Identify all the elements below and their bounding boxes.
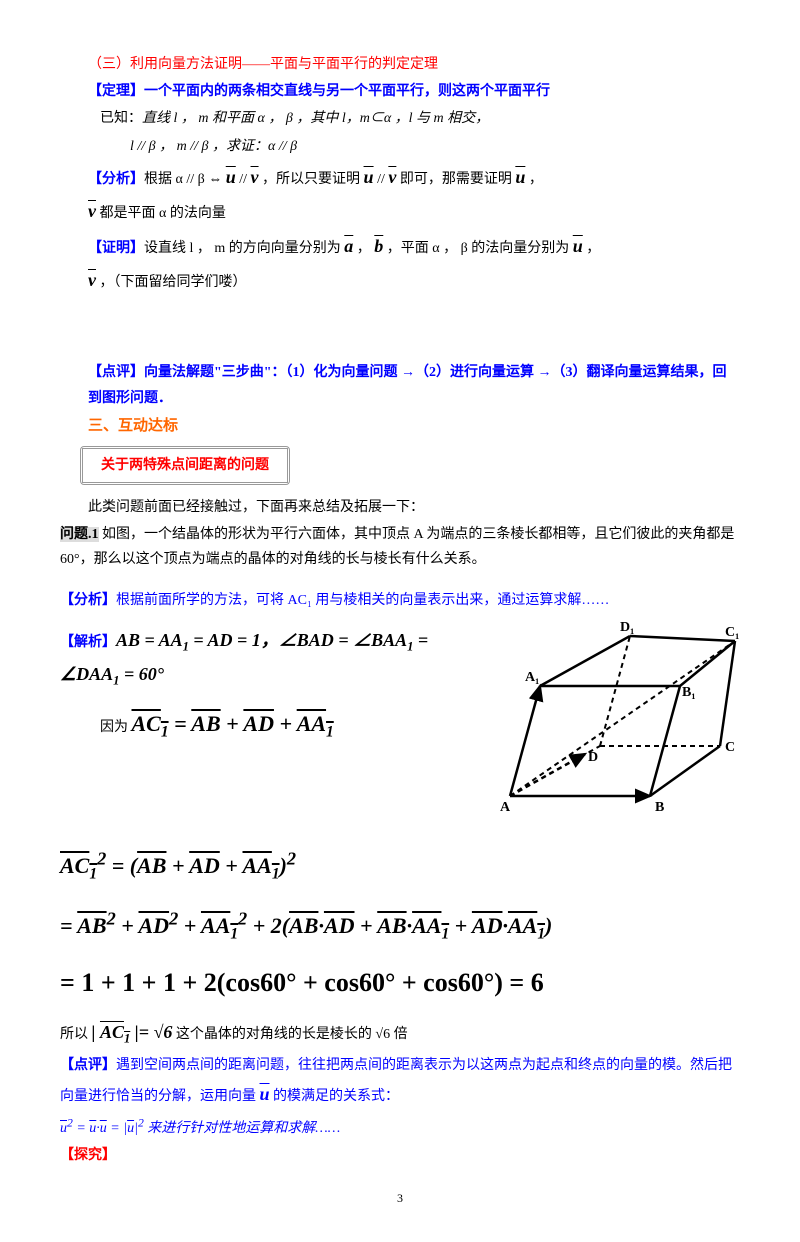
analysis-line2-text: 都是平面 α 的法向量 [96, 206, 226, 221]
vec-v3: v [88, 201, 96, 221]
eq3: AC12 = (AB + AD + AA1)2 [60, 853, 296, 878]
intro-text: 此类问题前面已经接触过，下面再来总结及拓展一下： [88, 500, 424, 515]
label-A1: A₁ [525, 670, 539, 685]
known-line2: l // β ， m // β ，求证：α // β [130, 139, 297, 154]
page-number: 3 [60, 1188, 740, 1210]
label-B: B [655, 800, 664, 815]
vec-u2: u [364, 167, 374, 187]
vec-v4: v [88, 270, 96, 290]
vec-v: v [251, 167, 259, 187]
result-pre: 所以 [60, 1027, 92, 1042]
problem-text1: 如图，一个结晶体的形状为平行六面体，其中顶点 A 为端点的三条棱长都相等，且它们… [60, 527, 734, 567]
proof-label: 【证明】 [88, 241, 144, 256]
vec-u5: u [260, 1084, 270, 1104]
topic-box: 关于两特殊点间距离的问题 [80, 446, 290, 485]
analysis-text4: // [374, 172, 389, 187]
parallelepiped-diagram: A B C D A₁ B₁ C₁ D₁ [470, 616, 740, 816]
label-C: C [725, 740, 735, 755]
label-C1: C₁ [725, 625, 739, 640]
label-D1: D₁ [620, 620, 634, 635]
analysis-text1: 根据 α // β ⇔ [144, 172, 226, 187]
analysis-text3: ，所以只要证明 [259, 172, 364, 187]
analysis-text6: ， [525, 172, 543, 187]
problem-label: 问题.1 [60, 527, 99, 542]
explore-label: 【探究】 [60, 1148, 116, 1163]
solution-label: 【解析】 [60, 635, 116, 650]
eq2: AC1 = AB + AD + AA1 [132, 711, 334, 736]
comment2-text2: 的模满足的关系式： [270, 1089, 400, 1104]
vec-u3: u [515, 167, 525, 187]
known-label: 已知： [100, 111, 142, 126]
result-eq: | AC1 |= √6 [92, 1022, 173, 1042]
comment-text: 向量法解题"三步曲"：（1）化为向量问题 →（2）进行向量运算 →（3）翻译向量… [88, 365, 727, 405]
proof-line2: ，（下面留给同学们喽） [96, 275, 247, 290]
heading-3: （三）利用向量方法证明——平面与平面平行的判定定理 [88, 57, 438, 72]
topic-box-text: 关于两特殊点间距离的问题 [82, 448, 288, 483]
vec-u4: u [573, 236, 583, 256]
eq5: = 1 + 1 + 1 + 2(cos60° + cos60° + cos60°… [60, 968, 544, 997]
eq2-pre: 因为 [100, 720, 132, 735]
analysis2-label: 【分析】 [60, 593, 116, 608]
analysis-text2: // [236, 172, 251, 187]
proof-text2: ， [353, 241, 374, 256]
vec-u: u [226, 167, 236, 187]
result-post: 这个晶体的对角线的长是棱长的 √6 倍 [172, 1027, 407, 1042]
proof-text3: ，平面 α ， β 的法向量分别为 [383, 241, 572, 256]
known-text: 直线 l ， m 和平面 α ， β ，其中 l，m⊂α ，l 与 m 相交， [142, 111, 489, 126]
label-A: A [500, 800, 511, 815]
section3-title: 三、互动达标 [88, 418, 178, 434]
analysis2-text: 根据前面所学的方法，可将 AC₁ 用与棱相关的向量表示出来，通过运算求解…… [116, 593, 609, 608]
proof-text1: 设直线 l ， m 的方向向量分别为 [144, 241, 344, 256]
proof-text4: ， [583, 241, 601, 256]
label-D: D [588, 750, 598, 765]
analysis-text5: 即可，那需要证明 [396, 172, 515, 187]
comment2-label: 【点评】 [60, 1058, 116, 1073]
theorem-text: 一个平面内的两条相交直线与另一个平面平行，则这两个平面平行 [144, 84, 550, 99]
label-B1: B₁ [682, 685, 696, 700]
vec-b: b [374, 236, 383, 256]
eq4: = AB2 + AD2 + AA12 + 2(AB·AD + AB·AA1 + … [60, 913, 552, 938]
analysis-label: 【分析】 [88, 172, 144, 187]
theorem-label: 【定理】 [88, 84, 144, 99]
comment-label: 【点评】 [88, 365, 144, 380]
eq1: AB = AA1 = AD = 1，∠BAD = ∠BAA1 = ∠DAA1 =… [60, 630, 428, 684]
vec-a: a [344, 236, 353, 256]
comment2-eq: u2 = u·u = |u|2 来进行针对性地运算和求解…… [60, 1121, 340, 1136]
